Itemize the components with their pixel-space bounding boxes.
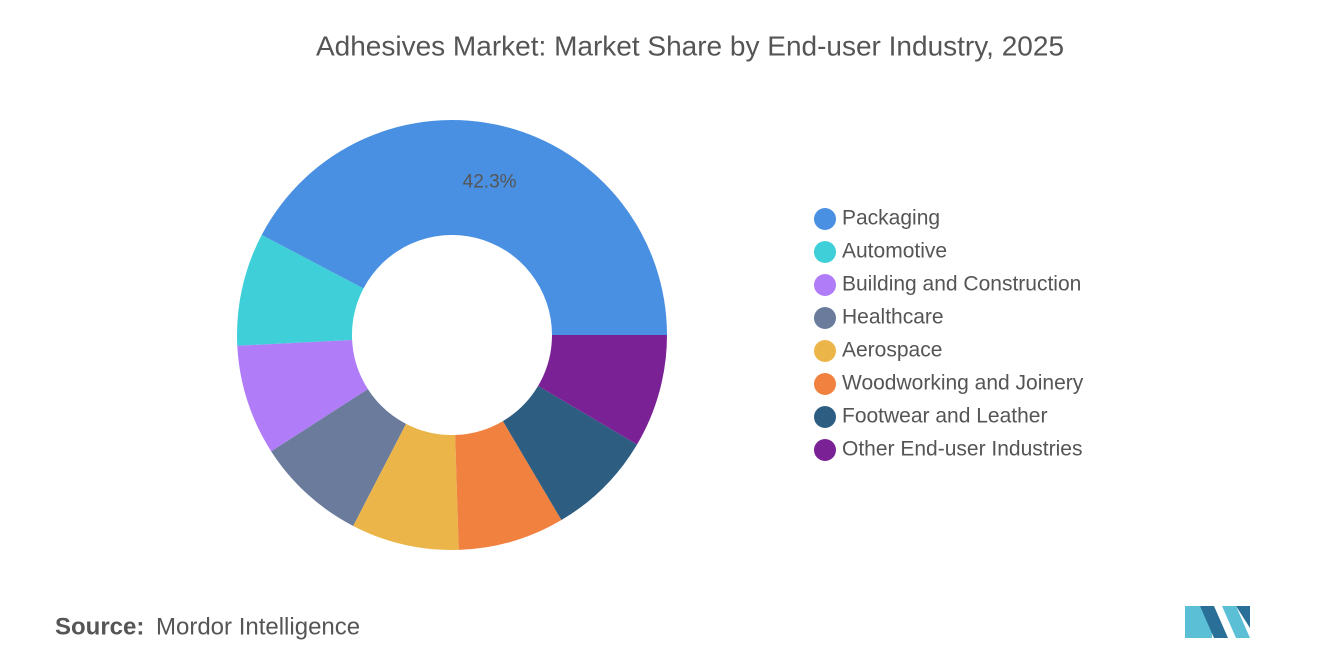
legend-marker — [814, 406, 836, 428]
legend-label: Aerospace — [842, 339, 942, 362]
donut-slice — [237, 340, 368, 452]
chart-title: Adhesives Market: Market Share by End-us… — [316, 30, 1064, 61]
legend-marker — [814, 340, 836, 362]
legend-marker — [814, 208, 836, 230]
legend-marker — [814, 373, 836, 395]
logo — [1185, 606, 1250, 638]
donut-slice — [237, 234, 364, 346]
legend-label: Footwear and Leather — [842, 405, 1047, 428]
legend-label: Other End-user Industries — [842, 438, 1082, 461]
donut-slice — [455, 421, 562, 550]
legend-marker — [814, 439, 836, 461]
legend-label: Automotive — [842, 240, 947, 263]
legend-marker — [814, 274, 836, 296]
donut-slice — [538, 335, 667, 445]
donut-slice — [353, 423, 459, 550]
data-label: 42.3% — [463, 172, 517, 193]
source-label: Source: — [55, 613, 144, 640]
legend-label: Healthcare — [842, 306, 944, 329]
legend-label: Packaging — [842, 207, 940, 230]
donut-slice — [502, 385, 638, 521]
legend-label: Woodworking and Joinery — [842, 372, 1084, 395]
source-text: Mordor Intelligence — [156, 613, 360, 640]
legend-marker — [814, 241, 836, 263]
legend-label: Building and Construction — [842, 273, 1081, 296]
donut-slice — [271, 389, 407, 526]
legend-marker — [814, 307, 836, 329]
donut-slice — [261, 119, 667, 335]
